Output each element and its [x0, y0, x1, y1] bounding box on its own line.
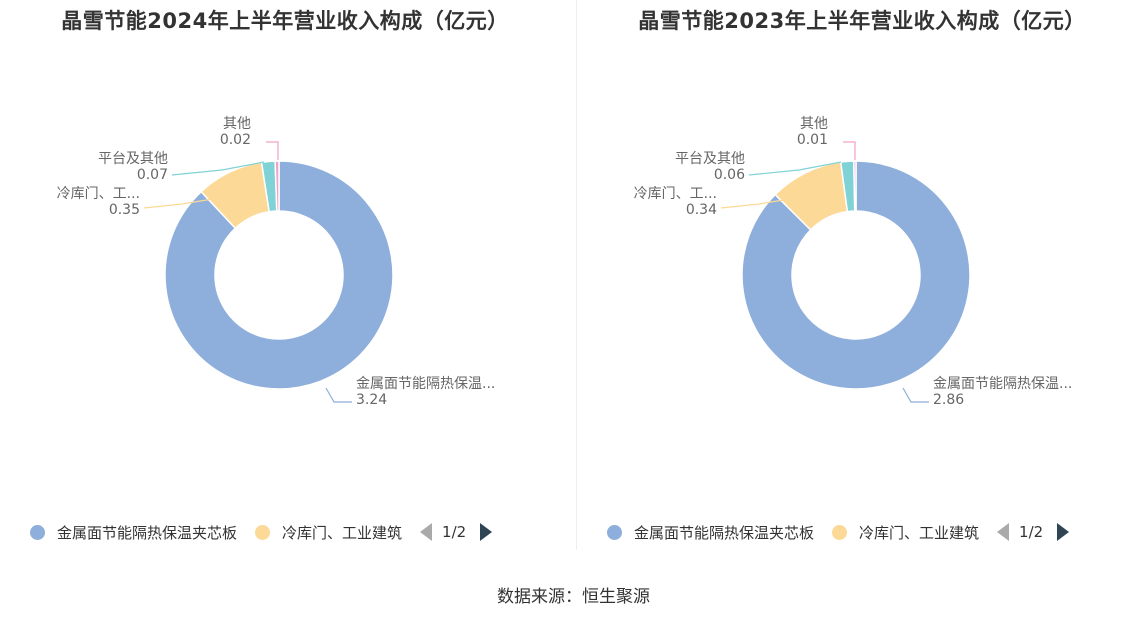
legend: 金属面节能隔热保温夹芯板 冷库门、工业建筑 1/2 — [30, 518, 493, 546]
slice-label: 其他 — [223, 116, 251, 132]
next-page-icon[interactable] — [1057, 523, 1070, 541]
label-leader-line — [325, 387, 352, 403]
slice-label: 金属面节能隔热保温... — [933, 376, 1072, 392]
slice-value-label: 0.02 — [220, 132, 251, 148]
slice-value-label: 0.34 — [686, 202, 717, 218]
pie-slice[interactable] — [741, 160, 971, 390]
slice-label: 平台及其他 — [675, 151, 745, 167]
legend-label: 冷库门、工业建筑 — [859, 523, 980, 542]
legend-item[interactable]: 冷库门、工业建筑 — [255, 522, 402, 543]
label-leader-line — [266, 141, 279, 160]
slice-value-label: 0.35 — [109, 202, 140, 218]
slice-value-label: 0.07 — [137, 167, 168, 183]
chart-title: 晶雪节能2024年上半年营业收入构成（亿元） — [61, 9, 509, 33]
slice-value-label: 3.24 — [356, 392, 387, 408]
slice-value-label: 0.06 — [714, 167, 745, 183]
legend: 金属面节能隔热保温夹芯板 冷库门、工业建筑 1/2 — [607, 518, 1070, 546]
slice-value-label: 0.01 — [797, 132, 828, 148]
legend-dot-icon — [255, 524, 271, 540]
legend-dot-icon — [607, 524, 622, 540]
legend-page-indicator: 1/2 — [442, 523, 467, 541]
slice-label: 冷库门、工... — [57, 186, 140, 202]
legend-label: 冷库门、工业建筑 — [282, 523, 403, 542]
legend-dot-icon — [30, 524, 45, 540]
legend-pager: 1/2 — [420, 523, 493, 541]
slice-label: 其他 — [800, 116, 828, 132]
legend-label: 金属面节能隔热保温夹芯板 — [57, 523, 238, 542]
legend-item[interactable]: 金属面节能隔热保温夹芯板 — [30, 522, 237, 543]
label-leader-line — [843, 141, 856, 160]
pie-slice[interactable] — [164, 160, 394, 390]
legend-dot-icon — [832, 524, 848, 540]
label-leader-line — [748, 161, 842, 176]
data-source: 数据来源：恒生聚源 — [497, 587, 650, 607]
label-leader-line — [720, 195, 809, 209]
chart-panel-2023: 晶雪节能2023年上半年营业收入构成（亿元） 金属面节能隔热保温... 2.86 冷… — [577, 0, 1147, 550]
slice-label: 金属面节能隔热保温... — [356, 376, 495, 392]
legend-item[interactable]: 金属面节能隔热保温夹芯板 — [607, 522, 814, 543]
slice-label: 冷库门、工... — [634, 186, 717, 202]
legend-page-indicator: 1/2 — [1019, 523, 1044, 541]
slice-value-label: 2.86 — [933, 392, 964, 408]
prev-page-icon[interactable] — [997, 523, 1010, 541]
slice-label: 平台及其他 — [98, 151, 168, 167]
next-page-icon[interactable] — [480, 523, 493, 541]
label-leader-line — [143, 195, 232, 209]
legend-label: 金属面节能隔热保温夹芯板 — [634, 523, 815, 542]
legend-item[interactable]: 冷库门、工业建筑 — [832, 522, 979, 543]
legend-pager: 1/2 — [997, 523, 1070, 541]
chart-panel-2024: 晶雪节能2024年上半年营业收入构成（亿元） 金属面节能隔热保温... 3.24 冷… — [0, 0, 574, 550]
pie-slice[interactable] — [274, 160, 280, 212]
pie-slice[interactable] — [853, 160, 857, 212]
label-leader-line — [171, 161, 265, 176]
chart-title: 晶雪节能2023年上半年营业收入构成（亿元） — [638, 9, 1086, 33]
panel-divider — [576, 0, 577, 550]
prev-page-icon[interactable] — [420, 523, 433, 541]
label-leader-line — [902, 387, 929, 403]
